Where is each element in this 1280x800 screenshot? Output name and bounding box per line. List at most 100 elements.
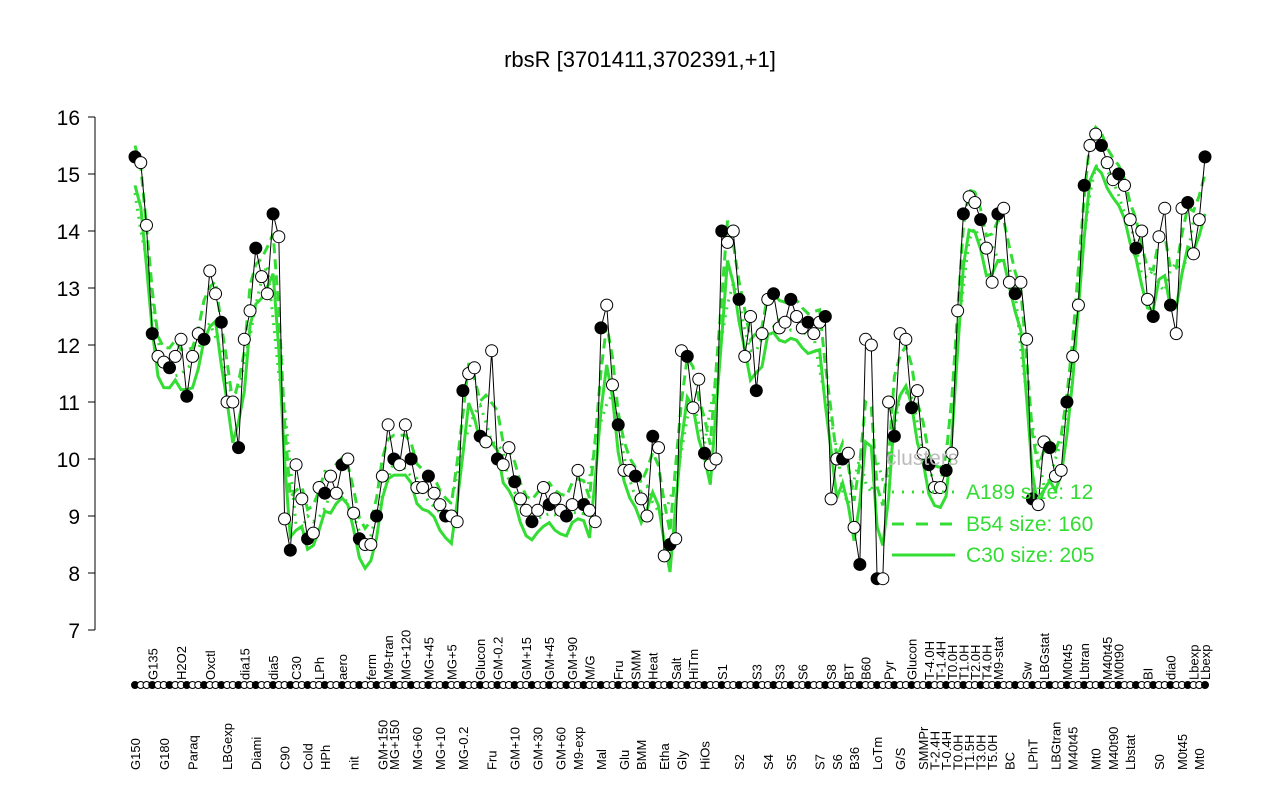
data-point: [203, 264, 217, 278]
data-point: [939, 463, 953, 477]
data-point: [1186, 247, 1200, 261]
data-point: [140, 218, 154, 232]
x-tick-label: G180: [157, 738, 172, 770]
data-point: [646, 429, 660, 443]
x-tick-label: Mal: [594, 749, 609, 770]
data-point: [186, 349, 200, 363]
data-point: [628, 469, 642, 483]
x-tick-label: Diami: [249, 737, 264, 770]
x-tick-label: T1.0H: [956, 645, 971, 680]
data-point: [318, 486, 332, 500]
x-tick-label: T3.0H: [974, 735, 989, 770]
x-tick-label: MG+10: [433, 727, 448, 770]
data-point: [1152, 230, 1166, 244]
data-point: [398, 418, 412, 432]
data-point: [1031, 498, 1045, 512]
data-point: [341, 452, 355, 466]
data-point: [882, 395, 896, 409]
data-point: [1054, 463, 1068, 477]
data-point: [531, 503, 545, 517]
data-point: [744, 310, 758, 323]
data-point: [1192, 213, 1206, 227]
data-point: [611, 418, 625, 432]
data-point: [594, 321, 608, 335]
data-point: [721, 235, 735, 249]
x-tick-label: T-0.4H: [939, 731, 954, 770]
data-point: [582, 503, 596, 517]
x-tick-label: MG+60: [410, 727, 425, 770]
x-tick-label: Glu: [617, 750, 632, 770]
data-point: [163, 361, 177, 375]
x-tick-label: nit: [347, 756, 362, 770]
x-tick-label: Lbtran: [1077, 643, 1092, 680]
y-tick-label: 8: [68, 563, 80, 586]
x-tick-label: BI: [1140, 668, 1155, 680]
data-point: [404, 452, 418, 466]
data-point: [1181, 196, 1195, 209]
x-tick-label: Mt0: [1089, 748, 1104, 770]
x-tick-label: GM+10: [508, 727, 523, 770]
x-tick-label: MG-0.2: [456, 727, 471, 770]
x-tick-label: M40t45: [1100, 637, 1115, 680]
x-tick-label: Lbexp: [1186, 645, 1201, 680]
data-point: [134, 156, 148, 170]
data-point: [1112, 167, 1126, 181]
legend-label-c30: C30 size: 205: [966, 544, 1094, 567]
x-tick-label: Fru: [485, 751, 500, 771]
data-point: [778, 315, 792, 329]
data-point: [565, 498, 579, 512]
data-point: [657, 549, 671, 563]
data-point: [968, 196, 982, 209]
x-tick-label: LBGexp: [220, 723, 235, 770]
x-tick-label: G135: [145, 648, 160, 680]
data-point: [686, 401, 700, 415]
data-point: [508, 475, 522, 489]
x-tick-label: M/G: [582, 655, 597, 680]
data-point: [467, 361, 481, 375]
x-tick-label: GM+60: [554, 727, 569, 770]
x-tick-label: Cold: [301, 743, 316, 770]
x-tick-label: MG+5: [444, 644, 459, 680]
data-point: [634, 492, 648, 506]
data-point: [571, 463, 585, 477]
data-point: [559, 509, 573, 523]
x-tick-label: GM-0.2: [490, 637, 505, 680]
data-point: [1083, 139, 1097, 152]
y-tick-label: 12: [57, 335, 80, 358]
x-tick-label: M0t45: [1175, 734, 1190, 770]
legend-title: clusters: [886, 447, 958, 470]
data-point: [864, 338, 878, 352]
expression-series: [128, 127, 1212, 586]
x-tick-label: Lbstat: [1123, 734, 1138, 770]
y-axis: 7 8 9 10 11 12 13 14 15 16: [57, 107, 96, 643]
data-point: [1014, 275, 1028, 289]
x-tick-label: T1.5H: [962, 735, 977, 770]
x-tick-label: S3: [772, 664, 787, 680]
y-tick-label: 7: [68, 620, 80, 643]
data-point: [974, 213, 988, 227]
data-point: [145, 327, 159, 341]
data-point: [1060, 395, 1074, 409]
data-point: [272, 230, 286, 244]
data-point: [692, 372, 706, 386]
data-point: [979, 241, 993, 255]
data-point: [180, 389, 194, 403]
data-point: [1169, 327, 1183, 341]
data-point: [945, 446, 959, 460]
data-point: [818, 310, 832, 323]
x-tick-label: HiOs: [698, 741, 713, 770]
x-tick-label: Sw: [1020, 661, 1035, 680]
data-point: [669, 532, 683, 546]
data-point: [306, 526, 320, 540]
x-tick-label: S1: [715, 664, 730, 680]
x-tick-label: S4: [761, 754, 776, 770]
x-tick-label: S8: [824, 664, 839, 680]
y-tick-label: 14: [57, 221, 81, 244]
y-tick-label: 15: [57, 164, 80, 187]
data-point: [496, 458, 510, 472]
data-point: [709, 452, 723, 466]
x-tick-label: aero: [335, 654, 350, 680]
data-point: [790, 310, 804, 323]
